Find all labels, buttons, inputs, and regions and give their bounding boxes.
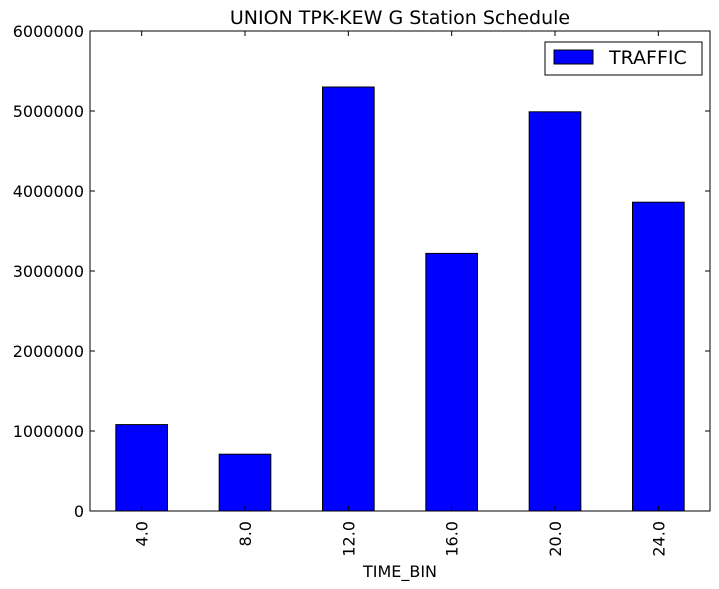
bar-12.0: [323, 87, 375, 511]
legend-swatch-traffic: [554, 50, 593, 64]
x-tick-label: 16.0: [443, 521, 462, 557]
legend-label-traffic: TRAFFIC: [608, 47, 687, 69]
plot-frame: [90, 31, 710, 511]
bar-4.0: [116, 425, 168, 511]
y-tick-label: 0: [74, 502, 84, 521]
legend: TRAFFIC: [545, 42, 702, 75]
y-tick-label: 6000000: [13, 22, 84, 41]
bar-20.0: [529, 112, 581, 511]
bar-16.0: [426, 253, 478, 511]
bar-8.0: [219, 454, 271, 511]
y-tick-label: 2000000: [13, 342, 84, 361]
chart-title: UNION TPK-KEW G Station Schedule: [230, 7, 570, 29]
x-tick-label: 4.0: [133, 521, 152, 546]
y-tick-label: 1000000: [13, 422, 84, 441]
x-tick-label: 24.0: [649, 521, 668, 557]
x-axis-label: TIME_BIN: [362, 562, 437, 582]
y-tick-label: 4000000: [13, 182, 84, 201]
bars-group: [116, 87, 684, 511]
y-tick-label: 3000000: [13, 262, 84, 281]
x-tick-label: 20.0: [546, 521, 565, 557]
x-tick-label: 8.0: [236, 521, 255, 546]
x-tick-label: 12.0: [339, 521, 358, 557]
y-tick-label: 5000000: [13, 102, 84, 121]
bar-24.0: [633, 202, 685, 511]
